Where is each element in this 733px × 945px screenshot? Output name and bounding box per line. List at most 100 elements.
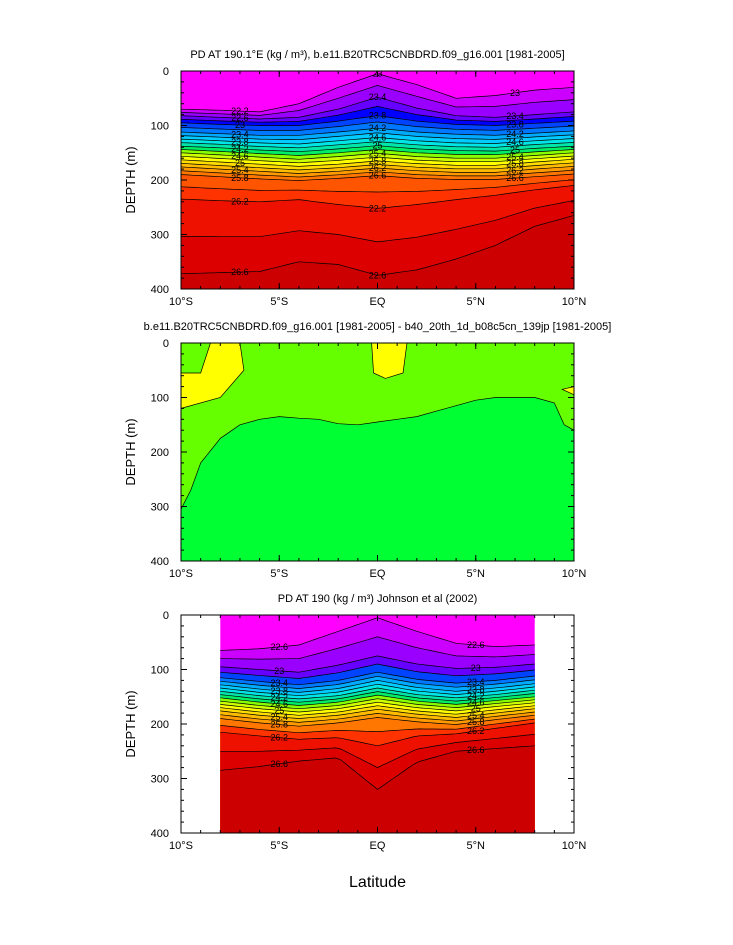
x-tick-label: 10°N: [562, 568, 587, 580]
contour-label: 25.4: [231, 165, 249, 175]
x-tick-label: 5°N: [467, 296, 486, 308]
contour-label: 22.2: [369, 203, 387, 213]
contour-line: [220, 734, 535, 768]
contour-label: 23.4: [467, 677, 485, 687]
contour-label: 26.6: [506, 173, 524, 183]
contour-label: 22.6: [369, 270, 387, 280]
contour-label: 23.4: [270, 678, 288, 688]
contour-line: [220, 636, 535, 660]
x-tick-label: 10°S: [169, 296, 193, 308]
contour-line: [181, 179, 574, 193]
contour-label: 23.8: [270, 686, 288, 696]
contour-line: [181, 106, 574, 123]
y-tick-label: 200: [151, 447, 169, 459]
plot-area: 22.222.62323.423.824.224.62525.425.826.2…: [181, 71, 574, 289]
contour-label: 25.8: [270, 720, 288, 730]
contour-label: 24.6: [231, 151, 249, 161]
contour-label: 26.2: [231, 196, 249, 206]
x-tick-label: 10°N: [562, 840, 587, 852]
contour-line: [181, 121, 574, 131]
contour-line: [181, 137, 574, 145]
plot-area: 22.62323.423.824.224.62525.425.826.226.6…: [220, 615, 535, 833]
contour-label: 23: [235, 120, 245, 130]
x-tick-label: 5°S: [270, 296, 288, 308]
contour-label: 23.4: [231, 129, 249, 139]
contour-label: 23.4: [506, 111, 524, 121]
contour-label: 23: [510, 88, 520, 98]
contour-line: [220, 680, 535, 693]
y-tick-label: 300: [151, 774, 169, 786]
contour-line: [181, 155, 574, 164]
y-tick-label: 100: [151, 665, 169, 677]
contour-line: [220, 691, 535, 703]
y-tick-label: 0: [163, 338, 169, 350]
chart-panel-1: 22.222.62323.423.824.224.62525.425.826.2…: [123, 49, 586, 308]
contour-line: [220, 714, 535, 727]
contour-label: 25.8: [369, 156, 387, 166]
contour-label: 26.6: [270, 759, 288, 769]
contour-label: 24.6: [270, 699, 288, 709]
chart-title: PD AT 190 (kg / m³) Johnson et al (2002): [278, 593, 478, 605]
x-tick-label: EQ: [370, 840, 386, 852]
contour-label: 23.8: [506, 119, 524, 129]
y-axis-label: DEPTH (m): [123, 146, 138, 213]
contour-label: 26.2: [467, 726, 485, 736]
x-tick-label: EQ: [370, 296, 386, 308]
contour-line: [181, 158, 574, 167]
chart-title: b.e11.B20TRC5CNBDRD.f09_g16.001 [1981-20…: [144, 321, 612, 333]
chart-panel-2: 10°S 5°S EQ 5°N 10°N 0 100 200 300 400 b.e11.B20TR…: [123, 321, 611, 580]
y-tick-label: 400: [151, 828, 169, 840]
contour-label: 24.2: [231, 144, 249, 154]
contour-label: 22.6: [270, 642, 288, 652]
contour-label: 25.8: [231, 173, 249, 183]
contour-label: 23.4: [369, 92, 387, 102]
contour-label: 23.8: [231, 137, 249, 147]
contour-label: 22.2: [231, 106, 249, 116]
contour-line: [181, 149, 574, 156]
contour-label: 24.6: [467, 697, 485, 707]
contour-line: [220, 708, 535, 719]
contour-label: 25.4: [506, 152, 524, 162]
contour-line: [220, 687, 535, 700]
contour-label: 24.2: [467, 691, 485, 701]
contour-line: [220, 705, 535, 716]
contour-line: [220, 711, 535, 723]
y-tick-label: 0: [163, 610, 169, 622]
contour-label: 26.2: [369, 163, 387, 173]
contour-label: 24.2: [369, 123, 387, 133]
contour-label: 22.6: [467, 640, 485, 650]
y-tick-label: 100: [151, 393, 169, 405]
contour-label: 22.6: [231, 113, 249, 123]
contour-line: [181, 162, 574, 171]
contour-label: 25: [274, 705, 284, 715]
contour-line: [220, 675, 535, 689]
contour-label: 24.6: [369, 132, 387, 142]
fill-patch: [181, 343, 245, 409]
x-tick-label: 5°S: [270, 568, 288, 580]
contour-line: [181, 115, 574, 126]
y-tick-label: 100: [151, 121, 169, 133]
contour-label: 25: [235, 158, 245, 168]
y-tick-label: 300: [151, 230, 169, 242]
x-tick-label: 10°S: [169, 568, 193, 580]
contour-line: [220, 718, 535, 734]
contour-label: 25: [471, 704, 481, 714]
contour-label: 24.2: [270, 692, 288, 702]
x-tick-label: 5°N: [467, 568, 486, 580]
contour-line: [181, 141, 574, 149]
x-tick-label: 10°N: [562, 296, 587, 308]
contour-line: [220, 698, 535, 710]
contour-label: 25: [372, 141, 382, 151]
contour-label: 23: [274, 666, 284, 676]
contour-line: [181, 85, 574, 116]
x-tick-label: 5°N: [467, 840, 486, 852]
contour-line: [181, 127, 574, 136]
contour-line: [181, 132, 574, 141]
contour-label: 26.2: [506, 166, 524, 176]
contour-label: 25.8: [506, 159, 524, 169]
contour-line: [181, 152, 574, 160]
contour-line: [181, 200, 574, 243]
x-tick-label: 10°S: [169, 840, 193, 852]
contour-label: 25.4: [369, 148, 387, 158]
